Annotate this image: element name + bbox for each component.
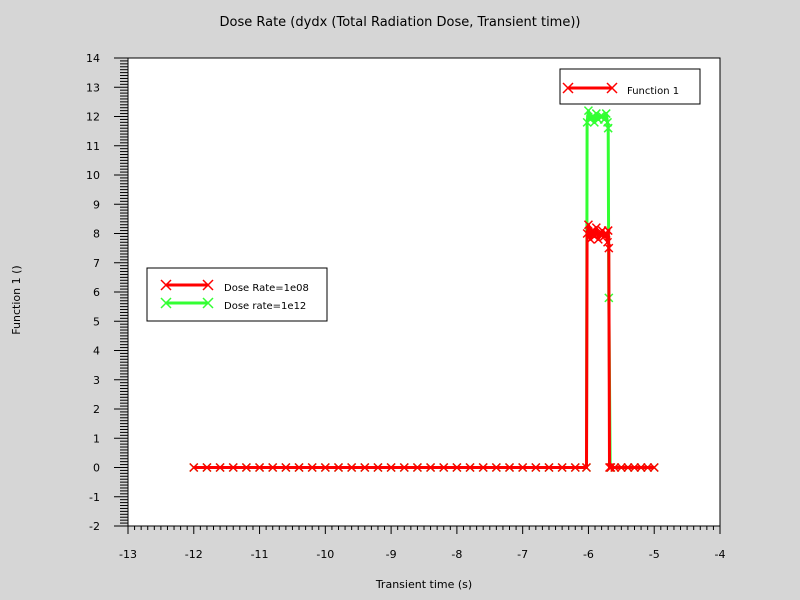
data-point — [412, 462, 422, 473]
y-tick-label: -1 — [89, 491, 100, 504]
legend-swatch-markers — [160, 279, 214, 291]
x-axis-label: Transient time (s) — [375, 578, 472, 591]
x-tick-label: -12 — [185, 548, 203, 561]
data-point — [360, 462, 370, 473]
data-point — [255, 462, 265, 473]
legend-box — [146, 267, 328, 322]
data-point — [629, 462, 640, 473]
data-point — [452, 462, 462, 473]
y-tick-label: -2 — [89, 520, 100, 533]
x-tick-label: -5 — [649, 548, 660, 561]
data-point — [160, 297, 172, 309]
chart-title: Dose Rate (dydx (Total Radiation Dose, T… — [220, 15, 581, 30]
y-tick-label: 11 — [86, 140, 100, 153]
data-point — [562, 82, 574, 94]
data-point — [603, 123, 613, 133]
data-point — [241, 462, 251, 473]
data-point — [373, 462, 383, 473]
y-tick-label: 13 — [86, 81, 100, 94]
y-tick-label: 14 — [86, 52, 100, 65]
data-point — [623, 462, 633, 473]
data-point — [504, 462, 515, 473]
y-tick-label: 7 — [93, 257, 100, 270]
y-tick-label: 8 — [93, 228, 100, 241]
y-tick-label: 5 — [93, 315, 100, 328]
data-point — [570, 462, 580, 473]
series-layer — [189, 106, 659, 473]
data-point — [616, 462, 626, 473]
data-point — [593, 234, 603, 244]
data-point — [604, 243, 614, 253]
data-point — [531, 462, 541, 473]
x-tick-label: -6 — [583, 548, 594, 561]
data-point — [582, 228, 592, 239]
y-tick-label: 4 — [93, 345, 100, 358]
legend-top-right: Function 1 — [559, 68, 701, 105]
data-point — [347, 462, 357, 473]
data-point — [601, 109, 611, 119]
data-point — [202, 297, 214, 309]
x-tick-label: -11 — [251, 548, 269, 561]
data-point — [636, 462, 646, 473]
data-point — [189, 462, 199, 473]
data-point — [320, 462, 330, 473]
series-1 — [189, 220, 659, 473]
data-point — [603, 226, 613, 236]
legend-label: Dose Rate=1e08 — [224, 283, 309, 294]
x-tick-label: -7 — [517, 548, 528, 561]
y-axis-label: Function 1 () — [10, 265, 23, 334]
legend-swatch-markers — [160, 297, 214, 309]
data-point — [294, 462, 304, 473]
data-point — [583, 106, 593, 116]
data-point — [307, 462, 317, 473]
x-axis: -13 -12 -11 -10 -9 -8 -7 -6 -5 -4 — [119, 525, 726, 561]
data-point — [465, 462, 475, 473]
x-tick-label: -8 — [451, 548, 462, 561]
data-point — [386, 462, 396, 473]
data-point — [606, 82, 618, 94]
data-point — [202, 279, 214, 291]
data-point — [610, 462, 620, 473]
data-point — [426, 462, 436, 473]
data-point — [557, 462, 567, 473]
data-point — [649, 462, 659, 473]
data-point — [544, 462, 554, 473]
y-tick-label: 10 — [86, 169, 100, 182]
data-point — [491, 462, 501, 473]
data-point — [160, 279, 172, 291]
data-point — [581, 462, 592, 473]
data-point — [281, 462, 291, 473]
data-point — [606, 462, 616, 473]
legend-label: Dose rate=1e12 — [224, 301, 306, 312]
y-tick-label: 6 — [93, 286, 100, 299]
legend-label: Function 1 — [627, 86, 679, 97]
data-point — [268, 462, 278, 473]
data-point — [478, 462, 488, 473]
x-tick-label: -4 — [715, 548, 726, 561]
x-tick-label: -10 — [316, 548, 334, 561]
data-point — [333, 462, 344, 473]
y-tick-label: 1 — [93, 432, 100, 445]
legend-swatch-markers — [562, 82, 618, 94]
y-tick-label: 9 — [93, 198, 100, 211]
data-point — [643, 462, 653, 473]
legend-center-left: Dose Rate=1e08 Dose rate=1e12 — [146, 267, 328, 322]
y-tick-label: 3 — [93, 374, 100, 387]
data-point — [399, 462, 409, 473]
data-point — [202, 462, 212, 473]
x-tick-label: -13 — [119, 548, 137, 561]
data-point — [518, 462, 528, 473]
x-tick-label: -9 — [386, 548, 397, 561]
y-tick-label: 12 — [86, 111, 100, 124]
series-line — [193, 223, 655, 469]
data-point — [583, 220, 593, 230]
y-tick-label: 2 — [93, 403, 100, 416]
y-tick-label: 0 — [93, 462, 100, 475]
data-point — [591, 223, 601, 233]
data-point — [215, 462, 225, 473]
data-point — [439, 462, 449, 473]
data-point — [228, 462, 238, 473]
